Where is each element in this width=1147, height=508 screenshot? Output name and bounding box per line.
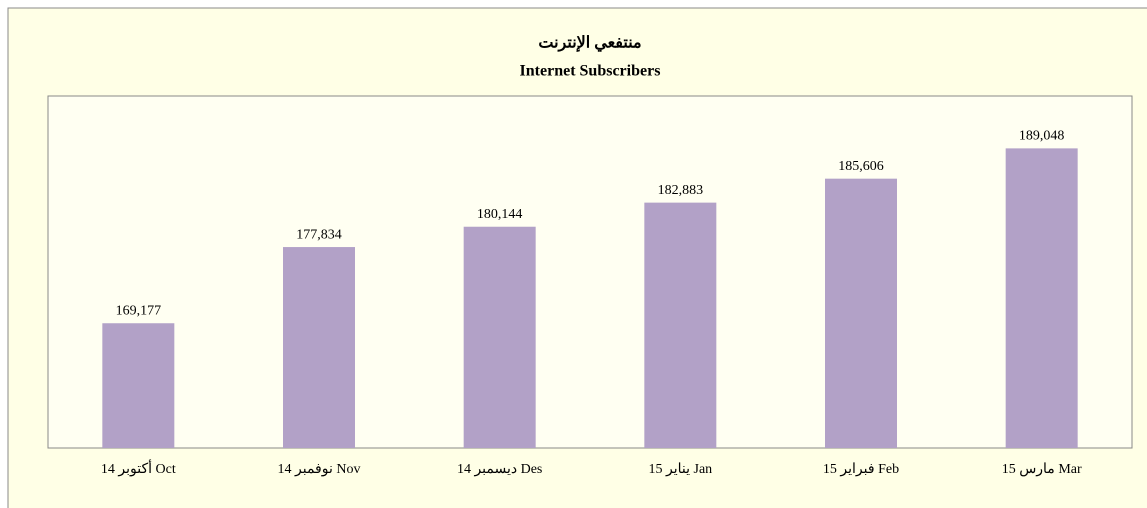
bar <box>1005 148 1078 448</box>
bar <box>283 247 355 448</box>
chart-subtitle: Internet Subscribers <box>520 63 661 80</box>
data-label: 180,144 <box>477 207 523 222</box>
bar <box>463 226 536 448</box>
data-label: 169,177 <box>116 303 162 318</box>
data-label: 182,883 <box>658 183 704 198</box>
bar <box>102 323 175 448</box>
data-label: 185,606 <box>838 159 884 174</box>
x-tick-label: مارس 15 Mar <box>1002 462 1082 477</box>
x-tick-label: فبراير 15 Feb <box>823 462 899 477</box>
plot-area <box>47 95 1133 449</box>
bar <box>644 202 717 448</box>
data-label: 189,048 <box>1019 129 1065 144</box>
x-tick-label: ديسمبر 14 Des <box>457 462 542 477</box>
chart-title: منتفعي الإنترنت <box>538 35 641 53</box>
x-tick-label: أكتوبر 14 Oct <box>101 458 176 477</box>
x-tick-label: نوفمبر 14 Nov <box>278 462 361 477</box>
x-tick-label: يناير 15 Jan <box>648 462 712 477</box>
bar <box>825 178 897 448</box>
data-label: 177,834 <box>296 227 342 242</box>
